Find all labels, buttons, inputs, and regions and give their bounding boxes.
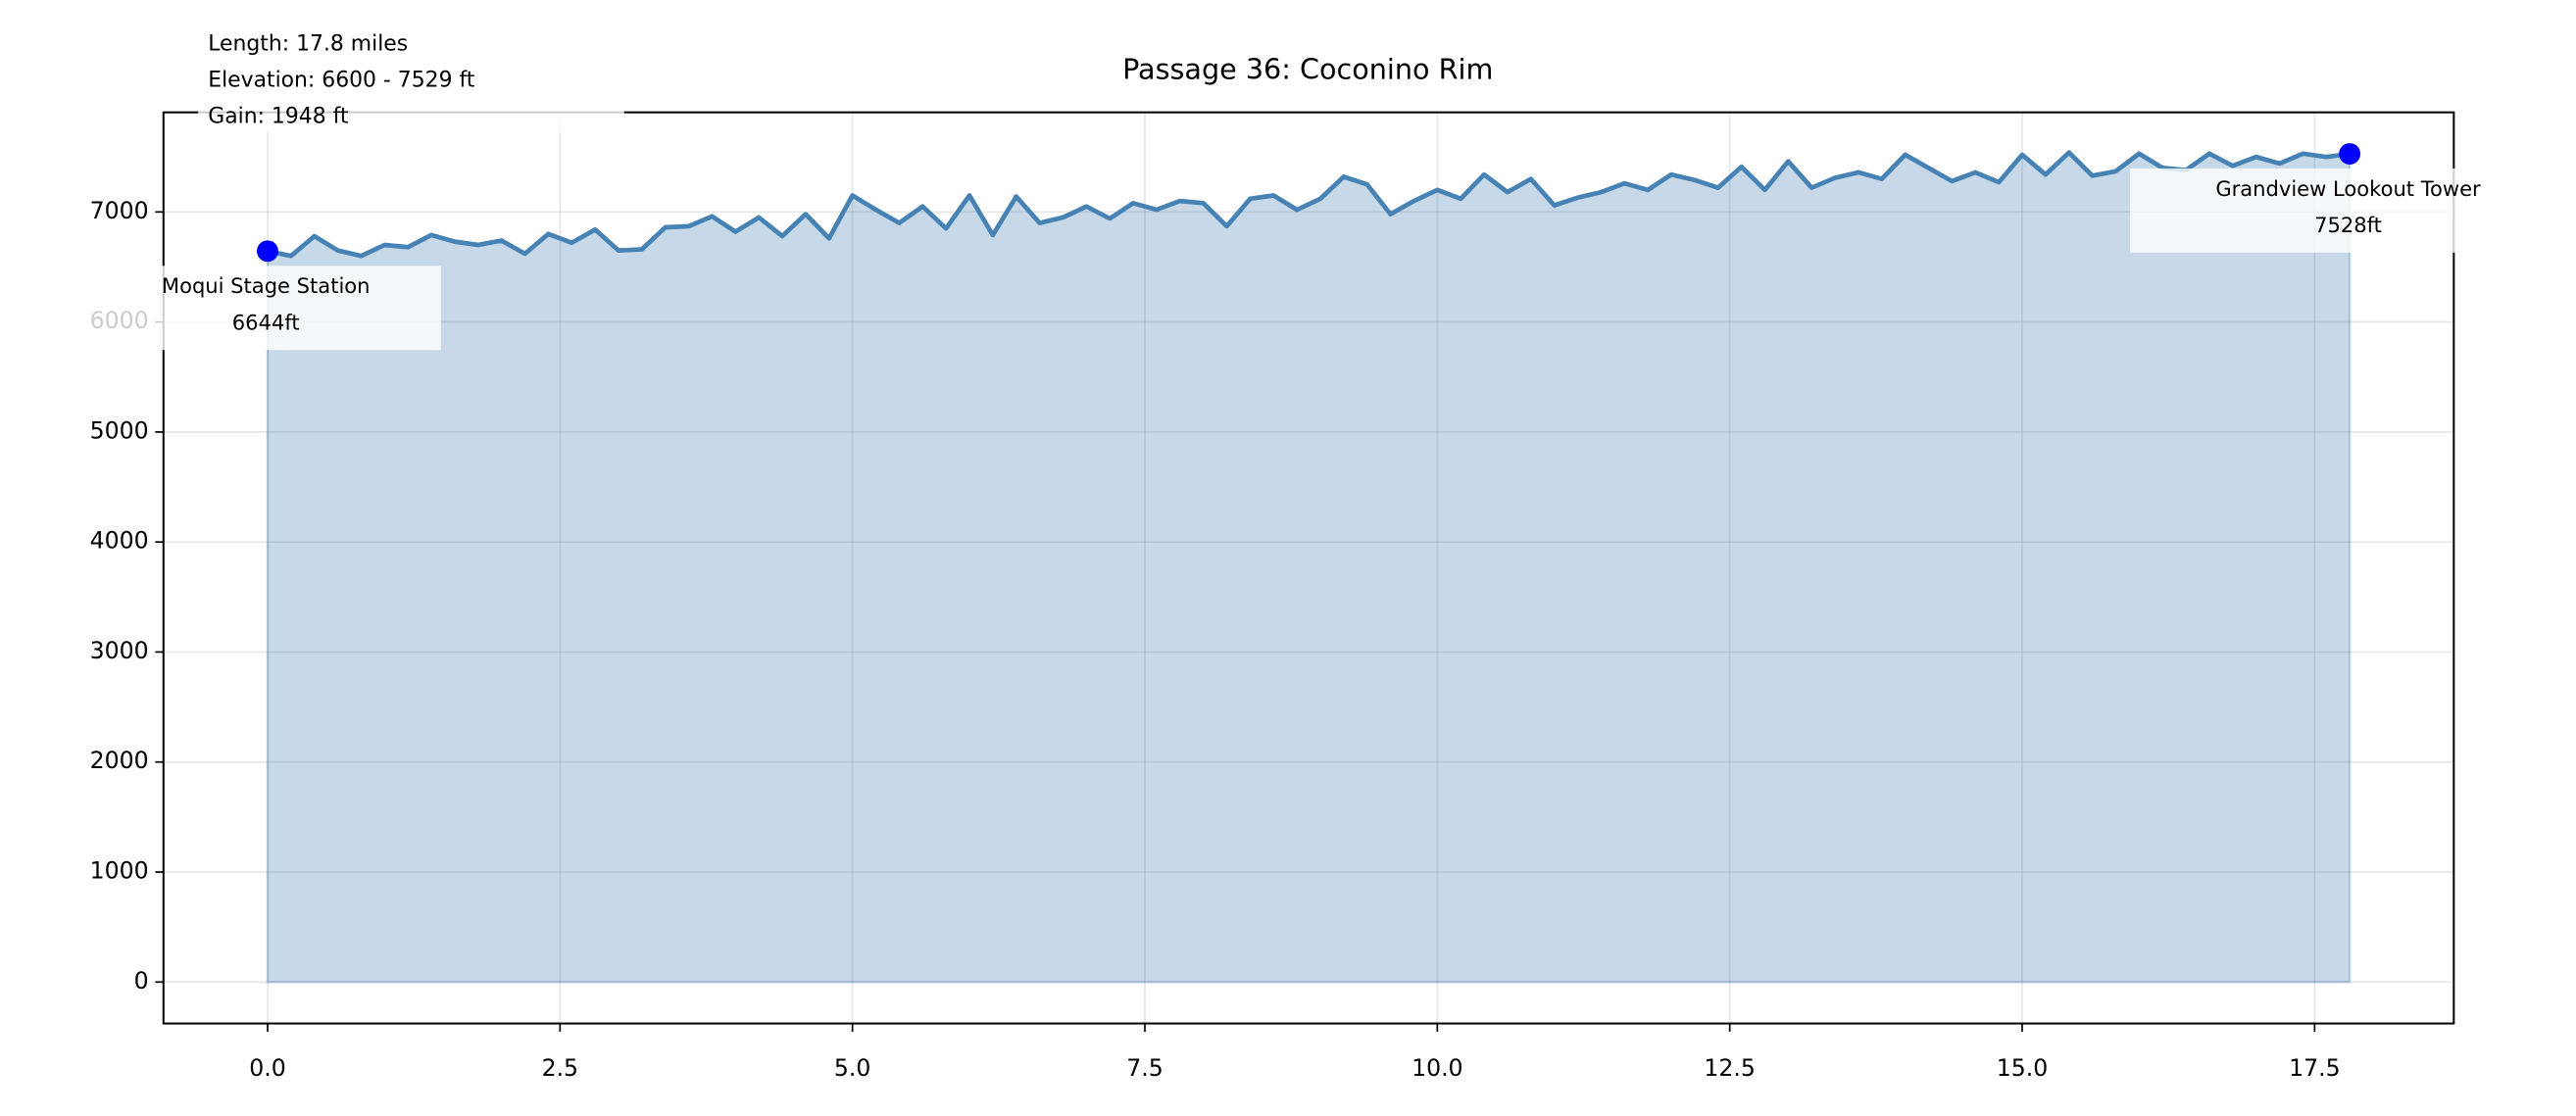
y-tick-label: 2000 (90, 747, 149, 774)
point-marker (257, 240, 278, 263)
point-label: 6644ft (232, 310, 300, 334)
x-tick-label: 0.0 (249, 1054, 286, 1082)
x-tick-label: 2.5 (542, 1054, 579, 1082)
x-tick-label: 10.0 (1412, 1054, 1463, 1082)
x-tick-label: 12.5 (1704, 1054, 1756, 1082)
chart-title: Passage 36: Coconino Rim (1122, 53, 1493, 86)
info-line: Elevation: 6600 - 7529 ft (208, 69, 475, 93)
y-tick-label: 4000 (90, 527, 149, 555)
label-box (90, 266, 441, 351)
label-box (2130, 168, 2573, 253)
point-name: Grandview Lookout Tower (2215, 176, 2481, 201)
y-tick-label: 0 (134, 967, 149, 995)
elevation-line (267, 150, 2351, 259)
point-marker (2339, 143, 2361, 165)
info-line: Length: 17.8 miles (208, 32, 408, 57)
x-tick-label: 5.0 (834, 1054, 871, 1082)
y-tick-label: 3000 (90, 637, 149, 664)
point-name: Moqui Stage Station (162, 273, 371, 298)
x-tick-label: 15.0 (1997, 1054, 2049, 1082)
x-tick-label: 17.5 (2289, 1054, 2341, 1082)
axes-frame (162, 111, 2455, 1025)
info-box (198, 20, 624, 132)
x-tick-label: 7.5 (1126, 1054, 1164, 1082)
y-tick-label: 7000 (90, 197, 149, 224)
info-line: Gain: 1948 ft (208, 105, 349, 129)
y-tick-label: 5000 (90, 416, 149, 444)
point-label: 7528ft (2314, 213, 2382, 237)
y-tick-label: 1000 (90, 857, 149, 885)
elevation-area (266, 150, 2352, 984)
